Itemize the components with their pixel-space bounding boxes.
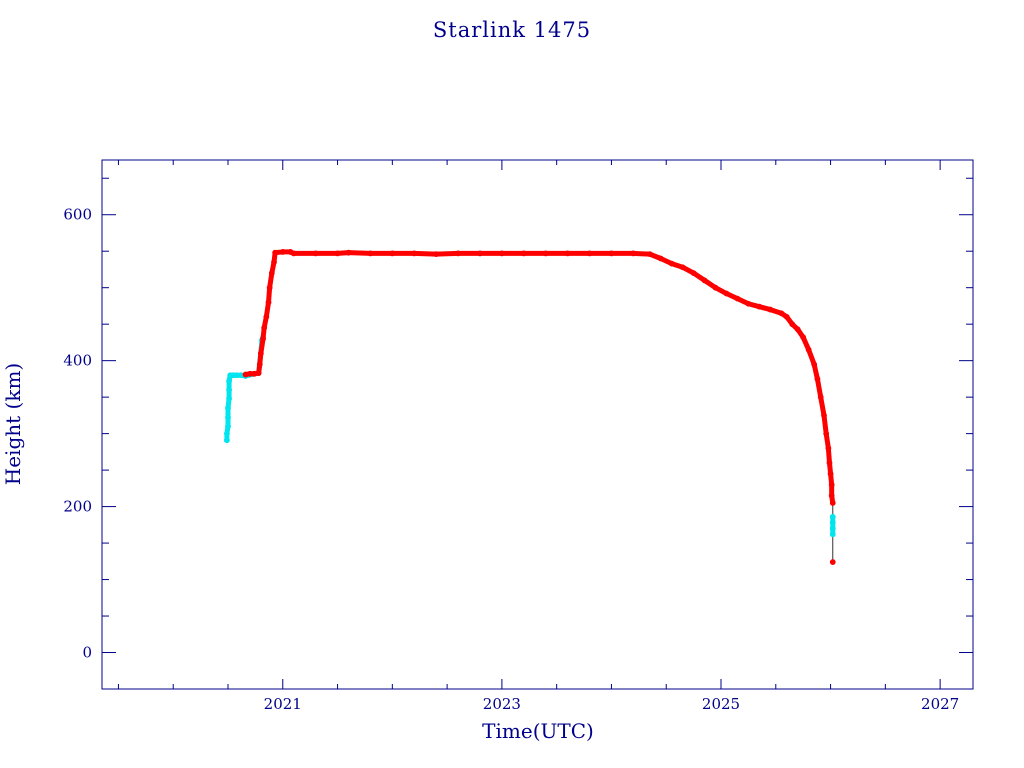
data-point bbox=[783, 313, 790, 320]
data-point bbox=[334, 250, 341, 257]
data-point bbox=[265, 299, 272, 306]
data-point bbox=[734, 295, 741, 302]
data-point bbox=[279, 249, 286, 255]
data-point bbox=[223, 430, 230, 437]
data-point bbox=[345, 249, 352, 256]
x-axis-label: Time(UTC) bbox=[482, 719, 594, 743]
data-point bbox=[679, 264, 686, 271]
x-tick-label: 2027 bbox=[921, 695, 959, 713]
data-point bbox=[255, 370, 262, 376]
chart-title: Starlink 1475 bbox=[433, 18, 591, 42]
data-point bbox=[657, 255, 664, 262]
y-tick-label: 200 bbox=[63, 498, 92, 516]
data-point bbox=[266, 284, 273, 291]
data-point bbox=[389, 250, 396, 257]
data-point bbox=[226, 395, 232, 402]
data-point bbox=[608, 250, 615, 257]
data-point bbox=[805, 346, 812, 353]
data-point bbox=[817, 394, 824, 401]
data-point bbox=[829, 519, 836, 526]
data-point bbox=[498, 250, 505, 257]
data-point bbox=[794, 326, 801, 333]
x-tick-label: 2025 bbox=[702, 695, 740, 713]
data-point bbox=[268, 270, 275, 276]
data-point bbox=[433, 251, 440, 258]
data-point bbox=[668, 260, 675, 267]
data-point bbox=[257, 350, 264, 357]
y-tick-label: 400 bbox=[63, 352, 92, 370]
data-point bbox=[225, 414, 231, 421]
data-point bbox=[225, 405, 231, 411]
plot-frame bbox=[101, 159, 974, 690]
data-point bbox=[827, 470, 834, 477]
data-point bbox=[226, 386, 232, 393]
data-point bbox=[821, 412, 827, 419]
data-point bbox=[272, 249, 279, 256]
data-point bbox=[477, 250, 483, 257]
data-point bbox=[260, 335, 266, 342]
data-point bbox=[826, 459, 833, 466]
data-point bbox=[367, 250, 374, 257]
data-point bbox=[646, 251, 653, 258]
data-point bbox=[223, 437, 230, 444]
data-point bbox=[701, 277, 708, 284]
data-point bbox=[586, 250, 593, 257]
data-point bbox=[829, 513, 836, 520]
y-axis-label: Height (km) bbox=[1, 363, 25, 485]
data-point bbox=[630, 250, 637, 257]
data-point bbox=[829, 525, 836, 532]
data-point bbox=[823, 430, 830, 437]
series-band bbox=[411, 250, 439, 257]
series-red bbox=[242, 249, 836, 565]
series-band bbox=[433, 250, 461, 257]
data-point bbox=[226, 378, 232, 384]
series-band bbox=[814, 376, 824, 400]
x-tick-label: 2023 bbox=[483, 695, 521, 713]
data-point bbox=[564, 250, 571, 257]
data-point bbox=[312, 250, 319, 257]
data-point bbox=[828, 492, 835, 499]
data-point bbox=[767, 306, 774, 313]
data-point bbox=[256, 361, 263, 368]
data-point bbox=[225, 423, 231, 430]
data-point bbox=[778, 310, 785, 317]
data-point bbox=[814, 375, 821, 382]
y-tick-label: 0 bbox=[82, 644, 92, 662]
data-point bbox=[828, 481, 835, 488]
data-point bbox=[271, 259, 277, 266]
data-point bbox=[800, 334, 807, 341]
data-point bbox=[745, 300, 752, 307]
data-point bbox=[542, 250, 549, 257]
data-point bbox=[825, 445, 832, 452]
x-tick-label: 2021 bbox=[264, 695, 302, 713]
data-point bbox=[263, 313, 270, 320]
series-band bbox=[821, 412, 829, 437]
y-tick-label: 600 bbox=[63, 206, 92, 224]
data-point bbox=[829, 559, 836, 565]
data-point bbox=[829, 531, 836, 538]
data-point bbox=[261, 324, 268, 331]
data-point bbox=[811, 361, 818, 368]
data-point bbox=[455, 250, 461, 257]
series-band bbox=[346, 250, 373, 256]
data-point bbox=[829, 500, 836, 506]
data-point bbox=[723, 290, 730, 297]
data-point bbox=[520, 250, 527, 257]
data-point bbox=[411, 250, 418, 257]
series-band bbox=[818, 394, 827, 418]
data-point bbox=[789, 321, 796, 328]
data-point bbox=[712, 284, 719, 291]
data-point bbox=[756, 303, 763, 310]
plot-area: 2021 2023 2025 2027 0 200 400 600 bbox=[63, 159, 974, 713]
data-point bbox=[690, 270, 697, 276]
data-point bbox=[290, 250, 297, 257]
